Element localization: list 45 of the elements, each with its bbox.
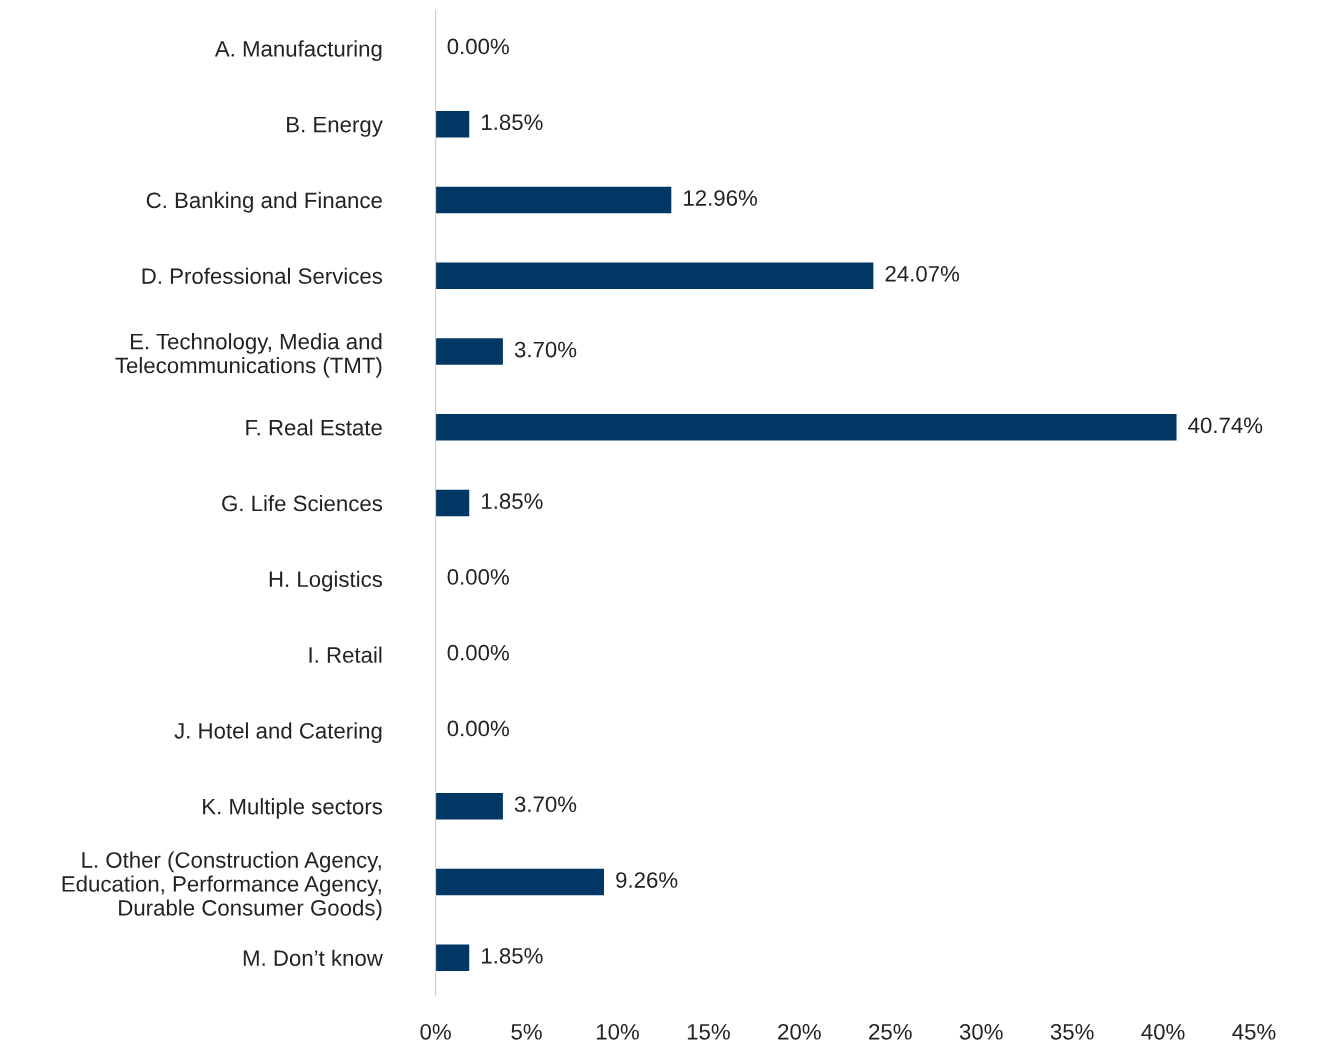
x-tick-label: 45% — [1232, 1024, 1276, 1040]
data-label: 40.74% — [1188, 417, 1263, 434]
data-label: 9.26% — [616, 872, 678, 888]
data-label: 1.85% — [482, 114, 543, 131]
bar — [435, 186, 672, 214]
data-label: 24.07% — [885, 265, 960, 282]
bar — [435, 489, 470, 517]
y-tick-label: H. Logistics — [269, 570, 383, 592]
y-tick-label: G. Life Sciences — [222, 494, 383, 512]
y-tick-label: K. Multiple sectors — [203, 798, 383, 819]
y-tick-label: I. Retail — [309, 646, 382, 663]
data-label: 0.00% — [447, 569, 509, 585]
bar — [435, 338, 503, 365]
x-tick-label: 15% — [687, 1024, 730, 1040]
data-label: 12.96% — [684, 190, 757, 206]
y-tick-label: L. Other (Construction Agency, Education, Performance Agency, Durable Consumer Goods) — [62, 851, 382, 921]
bar — [435, 792, 503, 820]
data-label: 0.00% — [447, 38, 509, 55]
x-tick-label: 25% — [869, 1023, 912, 1040]
bar — [435, 110, 470, 138]
x-tick-label: 10% — [596, 1023, 639, 1040]
data-label: 1.85% — [482, 947, 543, 964]
data-label: 3.70% — [514, 341, 577, 358]
y-tick-label: B. Energy — [287, 116, 383, 137]
y-tick-label: D. Professional Services — [142, 267, 383, 284]
y-tick-label: M. Don’t know — [243, 949, 383, 966]
bar — [435, 262, 874, 289]
data-label: 1.85% — [482, 493, 543, 510]
x-tick-label: 0% — [420, 1023, 451, 1040]
y-tick-label: F. Real Estate — [246, 419, 382, 436]
bar — [435, 414, 1177, 441]
x-tick-label: 5% — [511, 1024, 542, 1040]
x-tick-label: 35% — [1050, 1023, 1094, 1040]
x-tick-label: 40% — [1141, 1023, 1185, 1040]
y-tick-label: A. Manufacturing — [214, 40, 382, 62]
x-tick-label: 30% — [959, 1023, 1003, 1040]
y-tick-label: E. Technology, Media and Telecommunications (TMT) — [115, 333, 382, 378]
x-tick-label: 20% — [778, 1023, 821, 1040]
data-label: 0.00% — [447, 720, 509, 737]
y-tick-label: C. Banking and Finance — [146, 191, 382, 213]
bar — [435, 944, 470, 971]
y-tick-label: J. Hotel and Catering — [174, 722, 382, 744]
bar — [435, 868, 605, 896]
data-label: 3.70% — [514, 796, 577, 813]
data-label: 0.00% — [447, 644, 509, 661]
